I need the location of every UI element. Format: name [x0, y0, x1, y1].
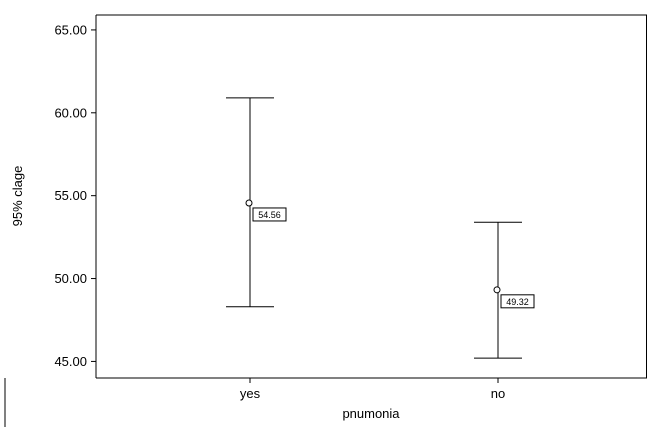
data-label: 49.32 — [506, 297, 529, 307]
y-tick-label: 60.00 — [54, 105, 87, 120]
data-label-box — [500, 294, 535, 309]
error-bar-yes: 54.56 — [226, 97, 287, 308]
x-tick-label: no — [491, 386, 505, 401]
y-tick-label: 45.00 — [54, 354, 87, 369]
y-tick-label: 55.00 — [54, 188, 87, 203]
y-tick-label: 50.00 — [54, 271, 87, 286]
y-axis-title: 95% clage — [10, 166, 25, 227]
data-label: 54.56 — [258, 210, 281, 220]
error-bar-no: 49.32 — [474, 221, 535, 359]
x-axis-title: pnumonia — [342, 406, 400, 421]
data-label-box — [252, 207, 287, 222]
y-tick-label: 65.00 — [54, 22, 87, 37]
x-tick-label: yes — [240, 386, 261, 401]
mean-point — [245, 199, 253, 207]
mean-point — [493, 286, 501, 294]
